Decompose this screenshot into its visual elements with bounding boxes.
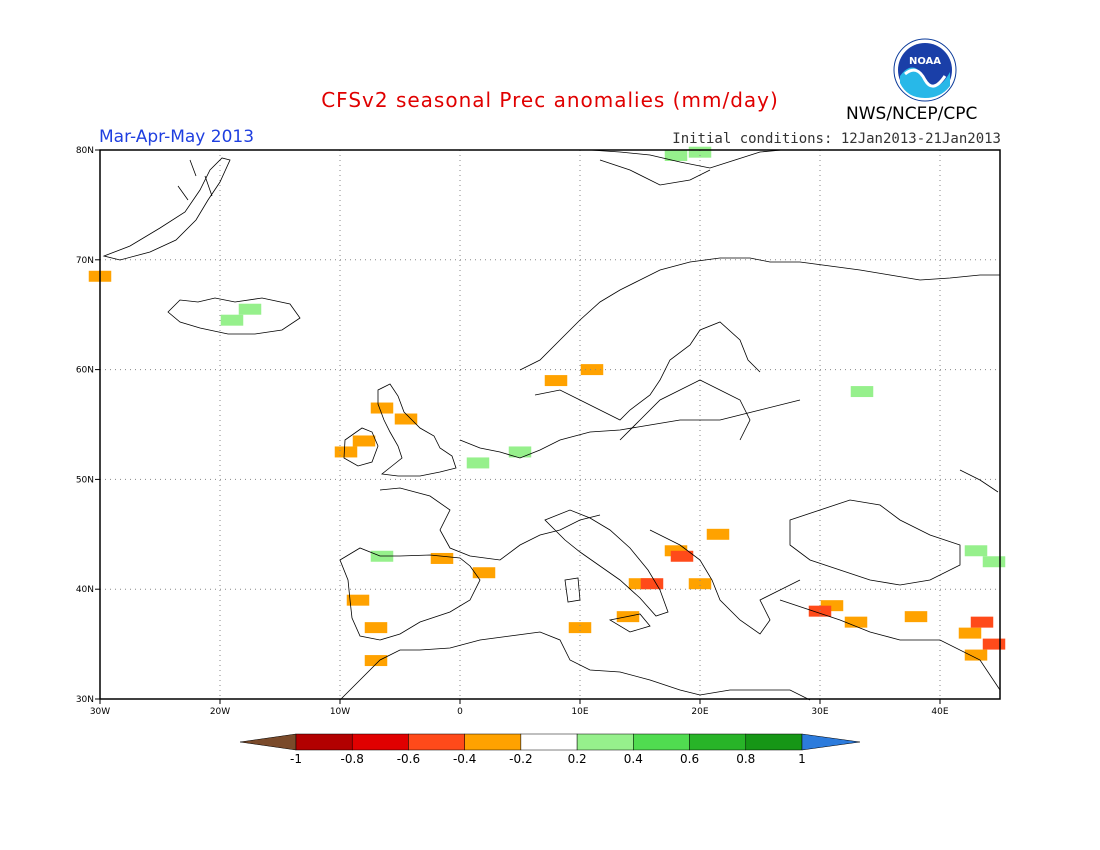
anomaly-cell	[844, 616, 868, 628]
axis-ticks: 30W 20W 10W 0 10E 20E 30E 40E 30N 40N 50N 60N 70N 80N	[76, 146, 949, 717]
colorbar-high-arrow	[801, 733, 861, 751]
colorbar-label: -0.2	[509, 752, 532, 766]
colorbar-segment	[520, 733, 578, 751]
anomaly-cell	[466, 457, 490, 469]
agency-label: NWS/NCEP/CPC	[846, 104, 978, 124]
anomaly-cell	[364, 655, 388, 667]
colorbar-low-arrow	[239, 733, 297, 751]
anomaly-cell	[850, 386, 874, 398]
lat-tick-label: 40N	[76, 585, 94, 595]
anomaly-cell	[238, 303, 262, 315]
anomaly-cell	[568, 622, 592, 634]
anomaly-cell	[580, 364, 604, 376]
anomaly-cell	[640, 578, 664, 590]
initial-conditions-label: Initial conditions: 12Jan2013-21Jan2013	[672, 131, 1001, 147]
logo-text: NOAA	[909, 56, 941, 67]
season-label: Mar-Apr-May 2013	[99, 127, 255, 147]
anomaly-cell	[346, 594, 370, 606]
colorbar: -1 -0.8 -0.6 -0.4 -0.2 0.2 0.4 0.6 0.8 1	[239, 733, 861, 766]
anomaly-cell	[544, 375, 568, 387]
lat-tick-label: 70N	[76, 256, 94, 266]
anomaly-cell	[394, 413, 418, 425]
colorbar-label: -1	[290, 752, 302, 766]
lon-tick-label: 10W	[330, 707, 350, 717]
colorbar-label: 0.2	[568, 752, 587, 766]
colorbar-label: 0.4	[624, 752, 643, 766]
anomaly-cell	[220, 314, 244, 326]
lon-tick-label: 30E	[811, 707, 828, 717]
anomaly-cell	[982, 556, 1006, 568]
lon-tick-label: 10E	[571, 707, 588, 717]
lon-tick-label: 20W	[210, 707, 230, 717]
colorbar-label: 1	[798, 752, 806, 766]
anomaly-cell	[820, 600, 844, 612]
colorbar-segment	[689, 733, 747, 751]
lat-tick-label: 80N	[76, 146, 94, 156]
colorbar-segment	[408, 733, 465, 751]
colorbar-segment	[351, 733, 409, 751]
anomaly-cell	[958, 627, 982, 639]
coastlines	[102, 149, 1001, 701]
anomaly-cell	[964, 649, 988, 661]
colorbar-label: -0.6	[397, 752, 420, 766]
lat-tick-label: 30N	[76, 695, 94, 705]
lon-tick-label: 30W	[90, 707, 110, 717]
colorbar-label: -0.4	[453, 752, 476, 766]
lon-tick-label: 20E	[691, 707, 708, 717]
colorbar-segment	[295, 733, 353, 751]
anomaly-cell	[334, 446, 358, 458]
anomaly-cells-layer	[88, 146, 1006, 667]
anomaly-cell	[982, 638, 1006, 650]
colorbar-segment	[745, 733, 803, 751]
colorbar-label: -0.8	[341, 752, 364, 766]
colorbar-label: 0.8	[736, 752, 755, 766]
anomaly-cell	[964, 545, 988, 557]
map-frame	[99, 149, 1001, 700]
lat-tick-label: 60N	[76, 366, 94, 376]
noaa-logo-icon: NOAA	[893, 38, 957, 102]
anomaly-cell	[430, 552, 454, 564]
grid-lines	[100, 150, 1000, 699]
anomaly-cell	[970, 616, 994, 628]
anomaly-cell	[352, 435, 376, 447]
colorbar-segment	[633, 733, 690, 751]
anomaly-cell	[370, 402, 394, 414]
anomaly-cell	[664, 150, 688, 161]
anomaly-cell	[688, 578, 712, 590]
anomaly-cell	[706, 528, 730, 540]
anomaly-cell	[688, 146, 712, 158]
anomaly-cell	[808, 605, 832, 617]
anomaly-cell	[472, 567, 496, 579]
lat-tick-label: 50N	[76, 475, 94, 485]
map-title: CFSv2 seasonal Prec anomalies (mm/day)	[321, 88, 779, 112]
lon-tick-label: 40E	[931, 707, 948, 717]
colorbar-segment	[576, 733, 634, 751]
anomaly-cell	[364, 622, 388, 634]
anomaly-cell	[628, 578, 652, 590]
anomaly-cell	[904, 611, 928, 623]
anomaly-cell	[670, 550, 694, 562]
colorbar-segment	[464, 733, 522, 751]
colorbar-label: 0.6	[680, 752, 699, 766]
anomaly-cell	[508, 446, 532, 458]
lon-tick-label: 0	[457, 707, 463, 717]
